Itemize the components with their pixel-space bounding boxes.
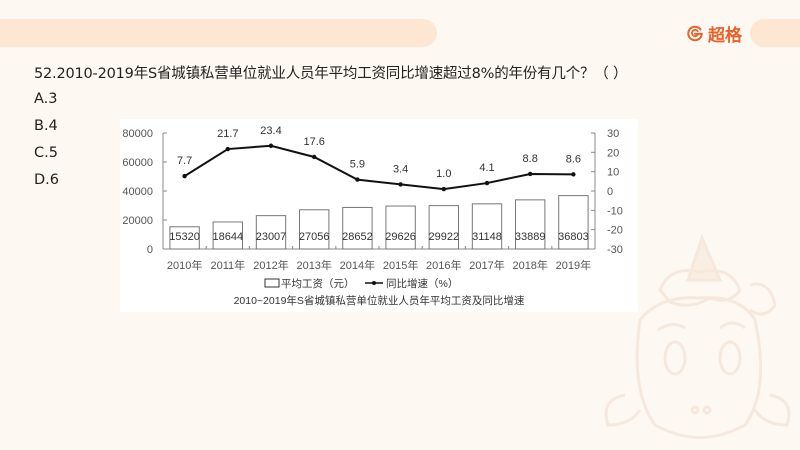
right-tick-label: 10 — [607, 167, 619, 179]
x-tick-label: 2012年 — [253, 258, 288, 272]
bar — [515, 199, 546, 250]
option-a[interactable]: A.3 — [34, 91, 58, 107]
unicorn-mascot-icon — [604, 233, 791, 439]
chart-panel: 0 20000 40000 60000 80000 -30 -20 -10 0 10 20 30 153… — [120, 119, 638, 312]
x-tick-label: 2016年 — [426, 258, 461, 272]
line-value-label: 4.1 — [479, 162, 494, 174]
right-tick-label: 0 — [607, 186, 613, 198]
x-tick-label: 2019年 — [556, 258, 591, 272]
right-tick-label: -30 — [607, 244, 623, 256]
line-point — [441, 186, 446, 192]
bar — [342, 206, 373, 250]
x-tick-label: 2018年 — [512, 258, 547, 272]
line-point — [355, 177, 360, 182]
line-point — [484, 180, 490, 186]
line-value-label: 7.7 — [177, 155, 192, 167]
g-logo-icon — [687, 25, 703, 42]
bar — [558, 195, 589, 250]
bar — [471, 203, 503, 250]
x-tick-label: 2010年 — [167, 258, 202, 272]
line-point — [571, 172, 576, 177]
line-value-label: 3.4 — [393, 163, 408, 175]
combo-chart: 0 20000 40000 60000 80000 -30 -20 -10 0 10 20 30 153… — [122, 125, 623, 307]
bar-value-label: 23007 — [256, 231, 287, 243]
brand-name: 超格 — [708, 25, 742, 46]
line-value-label: 1.0 — [436, 168, 451, 180]
bar-value-label: 31148 — [472, 231, 502, 243]
line-value-label: 23.4 — [260, 125, 281, 137]
bar — [169, 226, 200, 250]
right-tick-label: -10 — [607, 205, 623, 217]
question-text: 52.2010-2019年S省城镇私营单位就业人员年平均工资同比增速超过8%的年… — [34, 66, 628, 82]
left-tick-label: 0 — [147, 244, 153, 256]
bar-value-label: 28652 — [342, 231, 373, 243]
brand-logo: 超格 — [686, 21, 742, 46]
bar-value-label: 27056 — [299, 231, 330, 243]
left-tick-label: 80000 — [122, 128, 153, 140]
bar-value-label: 29922 — [429, 231, 460, 243]
right-tick-label: 30 — [607, 128, 619, 140]
left-tick-label: 20000 — [122, 215, 153, 227]
header-bar — [0, 19, 437, 47]
right-tick-label: 20 — [607, 147, 619, 159]
bar-value-label: 15320 — [169, 231, 200, 243]
line-point — [398, 182, 403, 187]
bar — [428, 205, 459, 250]
answer-options: A.3 B.4 C.5 D.6 — [34, 90, 59, 198]
bar — [255, 215, 287, 250]
line-value-label: 8.6 — [566, 153, 581, 165]
legend-line-label: 同比增速（%） — [386, 277, 458, 290]
legend-bar-swatch-icon — [264, 278, 280, 288]
bar-value-label: 33889 — [515, 231, 546, 243]
line-point — [528, 171, 533, 177]
line-point — [182, 173, 187, 179]
x-tick-label: 2015年 — [383, 258, 418, 272]
left-tick-label: 60000 — [122, 157, 153, 169]
x-tick-label: 2017年 — [469, 258, 504, 272]
option-c[interactable]: C.5 — [34, 145, 58, 161]
option-b[interactable]: B.4 — [34, 118, 58, 134]
line-value-label: 17.6 — [303, 136, 324, 148]
bar — [385, 205, 416, 250]
bar-value-label: 29626 — [385, 231, 416, 243]
line-value-label: 5.9 — [350, 159, 365, 171]
line-value-label: 8.8 — [523, 153, 538, 165]
x-tick-label: 2014年 — [340, 258, 375, 272]
bar-value-label: 36803 — [558, 231, 589, 243]
header-bar-right — [750, 19, 800, 47]
line-point — [268, 143, 274, 148]
bar-value-label: 18644 — [213, 231, 244, 243]
chart-title: 2010~2019年S省城镇私营单位就业人员年平均工资及同比增速 — [234, 294, 525, 307]
line-value-label: 21.7 — [217, 128, 238, 140]
bar — [299, 209, 330, 250]
right-tick-label: -20 — [607, 225, 623, 237]
bar — [212, 221, 243, 250]
x-tick-label: 2011年 — [210, 258, 245, 272]
left-tick-label: 40000 — [122, 186, 153, 198]
legend-bar-label: 平均工资（元） — [281, 278, 355, 290]
growth-line — [184, 144, 574, 191]
line-point — [225, 146, 230, 152]
option-d[interactable]: D.6 — [34, 172, 59, 188]
line-point — [312, 154, 317, 160]
x-tick-label: 2013年 — [296, 258, 331, 272]
